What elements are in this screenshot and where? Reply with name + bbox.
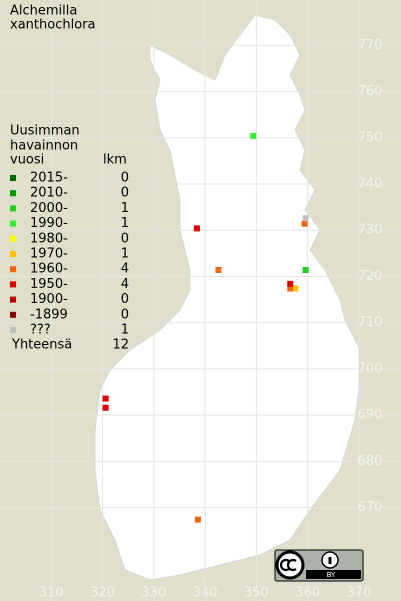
legend-swatch <box>10 220 16 227</box>
y-tick-label: 770 <box>358 38 383 53</box>
x-tick-label: 360 <box>295 586 320 601</box>
legend-count: 0 <box>121 292 129 307</box>
observation <box>102 395 109 402</box>
legend-label: 2015- <box>30 171 68 186</box>
y-tick-label: 680 <box>358 454 383 469</box>
legend-count: 1 <box>121 323 129 338</box>
observation <box>215 266 222 273</box>
legend-heading: vuosi <box>10 153 44 168</box>
x-tick-label: 340 <box>193 586 218 601</box>
legend-total-label: Yhteensä <box>11 338 72 353</box>
legend-label: 2010- <box>30 186 68 201</box>
legend-swatch <box>10 327 16 333</box>
license-badge: BY <box>274 549 364 582</box>
observation <box>287 285 294 292</box>
legend-swatch <box>10 235 16 242</box>
observation <box>102 404 109 411</box>
legend-swatch <box>10 266 16 273</box>
legend-label: -1899 <box>30 307 68 322</box>
legend-count: 4 <box>121 277 129 292</box>
cc-icon <box>275 550 305 580</box>
legend-count: 0 <box>121 307 129 322</box>
x-tick-label: 320 <box>90 586 115 601</box>
y-tick-label: 740 <box>358 176 383 191</box>
y-tick-label: 720 <box>358 269 383 284</box>
legend-swatch <box>10 281 16 288</box>
legend-label: 1900- <box>30 292 68 307</box>
x-tick-label: 330 <box>141 586 166 601</box>
legend-label: 1990- <box>30 216 68 231</box>
legend-label: 1970- <box>30 247 68 262</box>
x-tick-label: 310 <box>39 586 64 601</box>
observation <box>193 225 200 232</box>
legend-label: 2000- <box>30 201 68 216</box>
legend-count: 1 <box>121 216 129 231</box>
x-tick-label: 350 <box>244 586 269 601</box>
observation <box>301 220 308 227</box>
observation <box>292 285 299 292</box>
legend-swatch <box>10 205 16 212</box>
legend-count: 0 <box>121 231 129 246</box>
legend-count: 1 <box>121 247 129 262</box>
legend-count-heading: lkm <box>103 153 127 168</box>
legend-swatch <box>10 175 16 181</box>
by-figure <box>328 557 332 564</box>
y-tick-label: 690 <box>358 408 383 423</box>
title-line: Alchemilla <box>10 4 77 19</box>
legend-label: 1960- <box>30 262 68 277</box>
legend-swatch <box>10 251 16 257</box>
y-tick-label: 710 <box>358 315 383 330</box>
legend-label: 1980- <box>30 231 68 246</box>
legend-count: 0 <box>121 171 129 186</box>
cc-letters <box>279 558 297 572</box>
license-text: BY <box>327 571 336 579</box>
legend-count: 0 <box>121 186 129 201</box>
x-tick-label: 370 <box>347 586 372 601</box>
y-tick-label: 750 <box>358 130 383 145</box>
legend-swatch <box>10 296 16 303</box>
y-tick-label: 700 <box>358 361 383 376</box>
legend-swatch <box>10 311 16 318</box>
legend-heading: Uusimman <box>10 124 80 139</box>
badge-strip <box>306 570 361 579</box>
legend-total: 12 <box>112 338 129 353</box>
legend-count: 1 <box>121 201 129 216</box>
legend-swatch <box>10 190 16 197</box>
observation <box>302 266 309 273</box>
legend-label: ??? <box>30 323 51 338</box>
observation <box>194 516 201 523</box>
observation <box>302 215 309 222</box>
legend-label: 1950- <box>30 277 68 292</box>
y-tick-label: 730 <box>358 223 383 238</box>
title-line: xanthochlora <box>10 18 95 33</box>
observation <box>287 280 294 287</box>
legend-heading: havainnon <box>10 139 78 154</box>
y-tick-label: 670 <box>358 500 383 515</box>
legend-count: 4 <box>121 262 129 277</box>
finland <box>94 14 361 581</box>
y-tick-label: 760 <box>358 84 383 99</box>
observation <box>250 132 257 139</box>
